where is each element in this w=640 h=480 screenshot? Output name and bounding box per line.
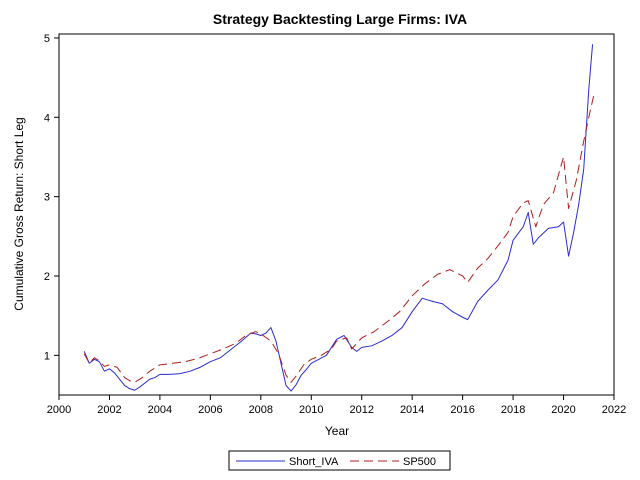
x-tick-label: 2004	[148, 404, 172, 416]
x-tick-label: 2022	[602, 404, 626, 416]
plot-frame	[58, 33, 615, 396]
legend-box	[228, 450, 451, 471]
x-axis: 2000 2002 2004 2006 2008 2010 2012 2014 2016 2018…	[47, 395, 626, 416]
series-layer	[83, 44, 595, 392]
plot-area	[58, 33, 615, 396]
x-tick-label: 2012	[349, 404, 373, 416]
legend-label-sp500: SP500	[403, 456, 436, 468]
x-tick-label: 2010	[299, 404, 323, 416]
x-tick-label: 2000	[47, 404, 71, 416]
x-tick-label: 2002	[97, 404, 121, 416]
x-axis-label: Year	[325, 424, 349, 438]
y-tick-label: 2	[44, 271, 50, 283]
legend: Short_IVA SP500	[228, 450, 451, 471]
y-axis-label: Cumulative Gross Return: Short Leg	[12, 117, 26, 310]
x-tick-label: 2014	[400, 404, 424, 416]
y-axis: 1 2 3 4 5	[44, 33, 59, 362]
y-tick-label: 1	[44, 350, 50, 362]
x-tick-label: 2016	[450, 404, 474, 416]
x-tick-label: 2018	[501, 404, 525, 416]
legend-label-short-iva: Short_IVA	[289, 456, 339, 468]
y-tick-label: 3	[44, 192, 50, 204]
series-line-sp500	[83, 94, 595, 383]
series-line-short-iva	[83, 44, 594, 392]
y-tick-label: 5	[44, 33, 50, 45]
chart-title: Strategy Backtesting Large Firms: IVA	[213, 11, 467, 27]
x-tick-label: 2020	[551, 404, 575, 416]
y-tick-label: 4	[44, 112, 50, 124]
x-tick-label: 2006	[198, 404, 222, 416]
x-tick-label: 2008	[249, 404, 273, 416]
